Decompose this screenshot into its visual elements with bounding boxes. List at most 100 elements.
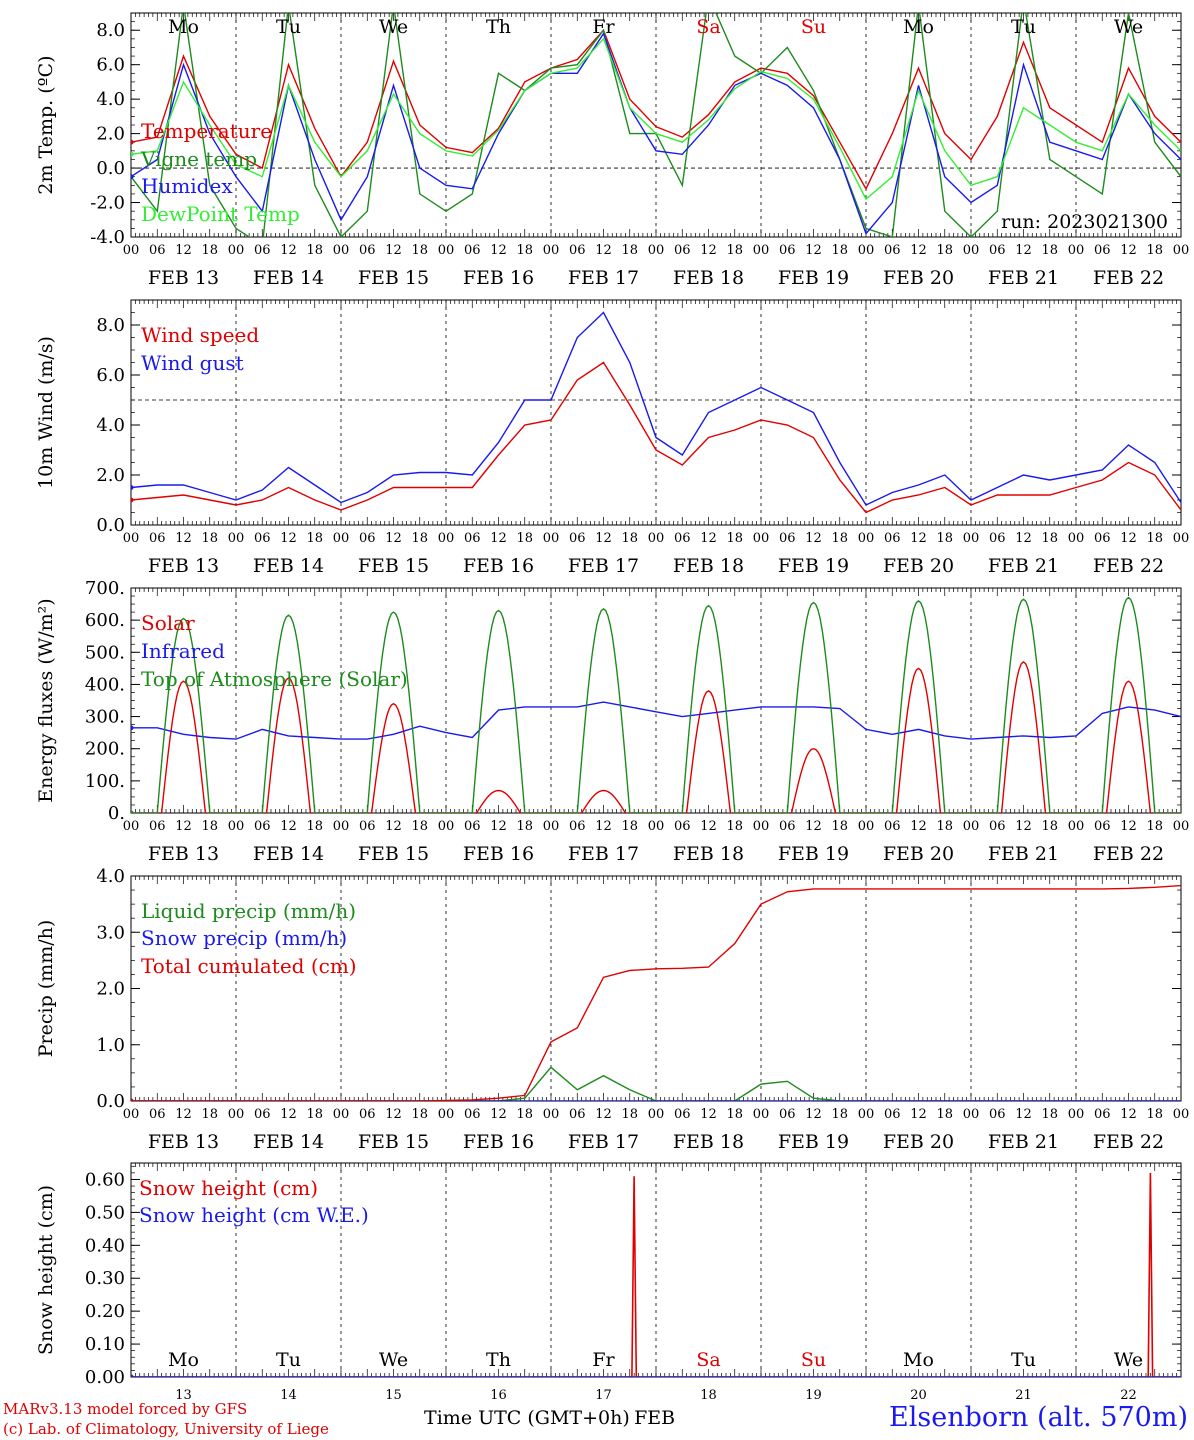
weekday-label: Su xyxy=(801,1349,826,1371)
series-line-infrared xyxy=(131,701,1181,740)
series-line-temperature xyxy=(131,28,1181,191)
hour-tick-label: 18 xyxy=(726,243,743,258)
series-line-dewpoint-temp xyxy=(131,37,1181,201)
hour-tick-label: 18 xyxy=(1041,1107,1058,1122)
hour-tick-label: 12 xyxy=(910,531,927,546)
date-label: FEB 14 xyxy=(253,1131,324,1153)
hour-tick-label: 12 xyxy=(910,819,927,834)
hour-tick-label: 18 xyxy=(201,1107,218,1122)
hour-tick-label: 12 xyxy=(385,819,402,834)
date-label: FEB 22 xyxy=(1093,843,1164,865)
hour-tick-label: 06 xyxy=(674,1107,691,1122)
copyright-credit: (c) Lab. of Climatology, University of L… xyxy=(3,1420,329,1438)
hour-tick-label: 12 xyxy=(1120,1107,1137,1122)
hour-tick-label: 00 xyxy=(963,819,980,834)
hour-tick-label: 00 xyxy=(333,1107,350,1122)
hour-tick-label: 00 xyxy=(1068,819,1085,834)
weekday-label: Fr xyxy=(592,16,615,38)
y-tick-label: 0.0 xyxy=(96,158,125,179)
day-number-label: 16 xyxy=(490,1388,507,1403)
legend-entry: Snow height (cm W.E.) xyxy=(139,1203,369,1227)
y-tick-label: 4.0 xyxy=(96,415,125,436)
y-tick-label: 0.60 xyxy=(85,1169,125,1190)
hour-tick-label: 18 xyxy=(201,531,218,546)
hour-tick-label: 00 xyxy=(543,1107,560,1122)
date-label: FEB 21 xyxy=(988,555,1059,577)
hour-tick-label: 18 xyxy=(621,819,638,834)
hour-tick-label: 18 xyxy=(1146,1107,1163,1122)
y-tick-label: 0.0 xyxy=(96,1091,125,1112)
hour-tick-label: 00 xyxy=(648,243,665,258)
date-label: FEB 14 xyxy=(253,843,324,865)
series-line-snow-height-cm- xyxy=(131,1172,1181,1377)
hour-tick-label: 06 xyxy=(779,819,796,834)
day-number-label: 22 xyxy=(1120,1388,1137,1403)
legend-entry: Total cumulated (cm) xyxy=(141,954,357,978)
weekday-label: Sa xyxy=(696,16,720,38)
hour-tick-label: 00 xyxy=(333,531,350,546)
hour-tick-label: 18 xyxy=(1146,531,1163,546)
panel-5: 0.00 0.10 0.20 0.30 0.40 0.50 0.60 Snow height … xyxy=(35,1162,1182,1429)
hour-tick-label: 18 xyxy=(1146,243,1163,258)
weekday-label: Sa xyxy=(696,1349,720,1371)
hour-tick-label: 12 xyxy=(700,1107,717,1122)
hour-tick-label: 00 xyxy=(753,1107,770,1122)
hour-tick-label: 00 xyxy=(1068,1107,1085,1122)
y-tick-label: 500. xyxy=(85,642,125,663)
hour-tick-label: 00 xyxy=(648,531,665,546)
day-number-label: 19 xyxy=(805,1388,822,1403)
legend-entry: Snow precip (mm/h) xyxy=(141,926,347,950)
date-label: FEB 21 xyxy=(988,267,1059,289)
y-tick-label: 2.0 xyxy=(96,465,125,486)
hour-tick-label: 06 xyxy=(359,819,376,834)
hour-tick-label: 06 xyxy=(989,819,1006,834)
hour-tick-label: 18 xyxy=(201,819,218,834)
hour-tick-label: 12 xyxy=(490,1107,507,1122)
hour-tick-label: 00 xyxy=(333,243,350,258)
hour-tick-label: 06 xyxy=(254,819,271,834)
y-tick-label: 400. xyxy=(85,674,125,695)
y-tick-label: 1.0 xyxy=(96,1035,125,1056)
hour-tick-label: 12 xyxy=(805,1107,822,1122)
hour-tick-label: 06 xyxy=(989,243,1006,258)
series-point xyxy=(131,151,134,157)
hour-tick-label: 00 xyxy=(123,243,140,258)
date-label: FEB 13 xyxy=(148,1131,219,1153)
hour-tick-label: 12 xyxy=(1015,819,1032,834)
hour-tick-label: 18 xyxy=(516,1107,533,1122)
hour-tick-label: 06 xyxy=(1094,1107,1111,1122)
y-tick-label: 300. xyxy=(85,707,125,728)
hour-tick-label: 18 xyxy=(726,531,743,546)
hour-tick-label: 18 xyxy=(936,531,953,546)
hour-tick-label: 00 xyxy=(753,243,770,258)
y-tick-label: 700. xyxy=(85,578,125,599)
hour-tick-label: 06 xyxy=(569,1107,586,1122)
y-tick-label: 4.0 xyxy=(96,866,125,887)
day-number-label: 13 xyxy=(175,1388,192,1403)
legend-entry: Solar xyxy=(141,611,195,635)
run-label: run: 2023021300 xyxy=(1001,211,1168,233)
hour-tick-label: 12 xyxy=(595,819,612,834)
y-tick-label: 6.0 xyxy=(96,365,125,386)
y-tick-label: 8.0 xyxy=(96,20,125,41)
date-label: FEB 18 xyxy=(673,1131,744,1153)
hour-tick-label: 18 xyxy=(201,243,218,258)
hour-tick-label: 00 xyxy=(1173,531,1190,546)
series-point xyxy=(131,139,134,145)
hour-tick-label: 18 xyxy=(936,819,953,834)
hour-tick-label: 18 xyxy=(1041,243,1058,258)
hour-tick-label: 18 xyxy=(726,1107,743,1122)
hour-tick-label: 12 xyxy=(1015,243,1032,258)
hour-tick-label: 06 xyxy=(884,531,901,546)
hour-tick-label: 00 xyxy=(543,531,560,546)
hour-tick-label: 00 xyxy=(1173,1107,1190,1122)
weekday-label: We xyxy=(379,16,408,38)
series-point xyxy=(131,1098,134,1101)
hour-tick-label: 06 xyxy=(254,1107,271,1122)
hour-tick-label: 00 xyxy=(438,531,455,546)
hour-tick-label: 12 xyxy=(1120,819,1137,834)
hour-tick-label: 12 xyxy=(595,1107,612,1122)
weekday-label: Su xyxy=(801,16,826,38)
hour-tick-label: 18 xyxy=(306,1107,323,1122)
